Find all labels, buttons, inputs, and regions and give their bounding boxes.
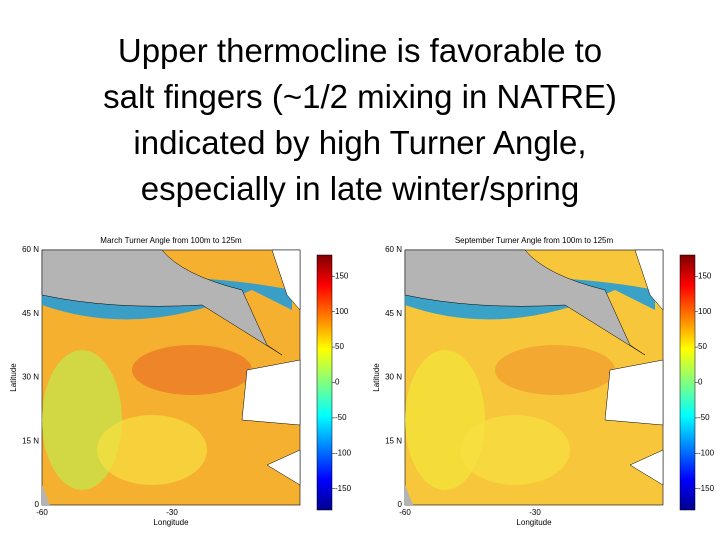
colorbar [316,254,333,511]
y-tick-label: 45 N [385,309,402,318]
field-blob [495,345,615,395]
title-line: Upper thermocline is favorable to [117,32,603,69]
y-tick-label: 45 N [22,309,39,318]
y-tick-label: 60 N [385,245,402,254]
x-axis-label: Longitude [153,518,189,527]
map-panel: March Turner Angle from 100m to 125m Lati… [9,236,351,527]
colorbar-tick-label: 0 [698,378,703,387]
y-axis-label: Latitude [9,363,18,392]
title-line: especially in late winter/spring [140,170,580,207]
y-tick-label: 15 N [385,436,402,445]
colorbar [679,254,696,511]
land [41,249,283,356]
map-title: March Turner Angle from 100m to 125m [100,236,242,245]
land [266,449,301,486]
land [42,485,50,505]
land [634,249,664,311]
x-tick-label: -60 [399,508,411,517]
land [405,485,413,505]
y-tick-label: 0 [398,500,403,509]
colorbar-tick-label: 50 [698,342,707,351]
y-tick-label: 30 N [385,373,402,382]
y-tick-label: 0 [35,500,40,509]
colorbar-tick-label: -150 [698,484,715,493]
land [629,449,664,486]
land [271,249,301,311]
colorbar-tick-label: 150 [698,271,712,280]
colorbar-tick-label: -50 [335,413,347,422]
land [241,359,301,426]
colorbar-tick-label: 100 [335,307,349,316]
colorbar-tick-label: -100 [698,448,715,457]
x-tick-label: -30 [166,508,178,517]
land [604,359,664,426]
map-title: September Turner Angle from 100m to 125m [455,236,614,245]
colorbar-tick-label: 150 [335,271,349,280]
y-axis-label: Latitude [372,363,381,392]
colorbar-tick-label: 0 [335,378,340,387]
y-tick-label: 15 N [22,436,39,445]
field-blob [132,345,252,395]
colorbar-tick-label: -100 [335,448,352,457]
land [404,249,646,356]
y-tick-label: 30 N [22,373,39,382]
colorbar-tick-label: 50 [335,342,344,351]
slide-title: Upper thermocline is favorable to salt fi… [0,28,720,212]
x-axis-label: Longitude [516,518,552,527]
colorbar-tick-label: -150 [335,484,352,493]
title-line: salt fingers (~1/2 mixing in NATRE) [103,78,617,115]
field-blob [97,415,207,485]
x-tick-label: -30 [529,508,541,517]
colorbar-tick-label: 100 [698,307,712,316]
y-tick-label: 60 N [22,245,39,254]
colorbar-tick-label: -50 [698,413,710,422]
field-blob [460,415,570,485]
map-panel: September Turner Angle from 100m to 125m… [372,236,714,527]
title-line: indicated by high Turner Angle, [133,124,587,161]
x-tick-label: -60 [36,508,48,517]
